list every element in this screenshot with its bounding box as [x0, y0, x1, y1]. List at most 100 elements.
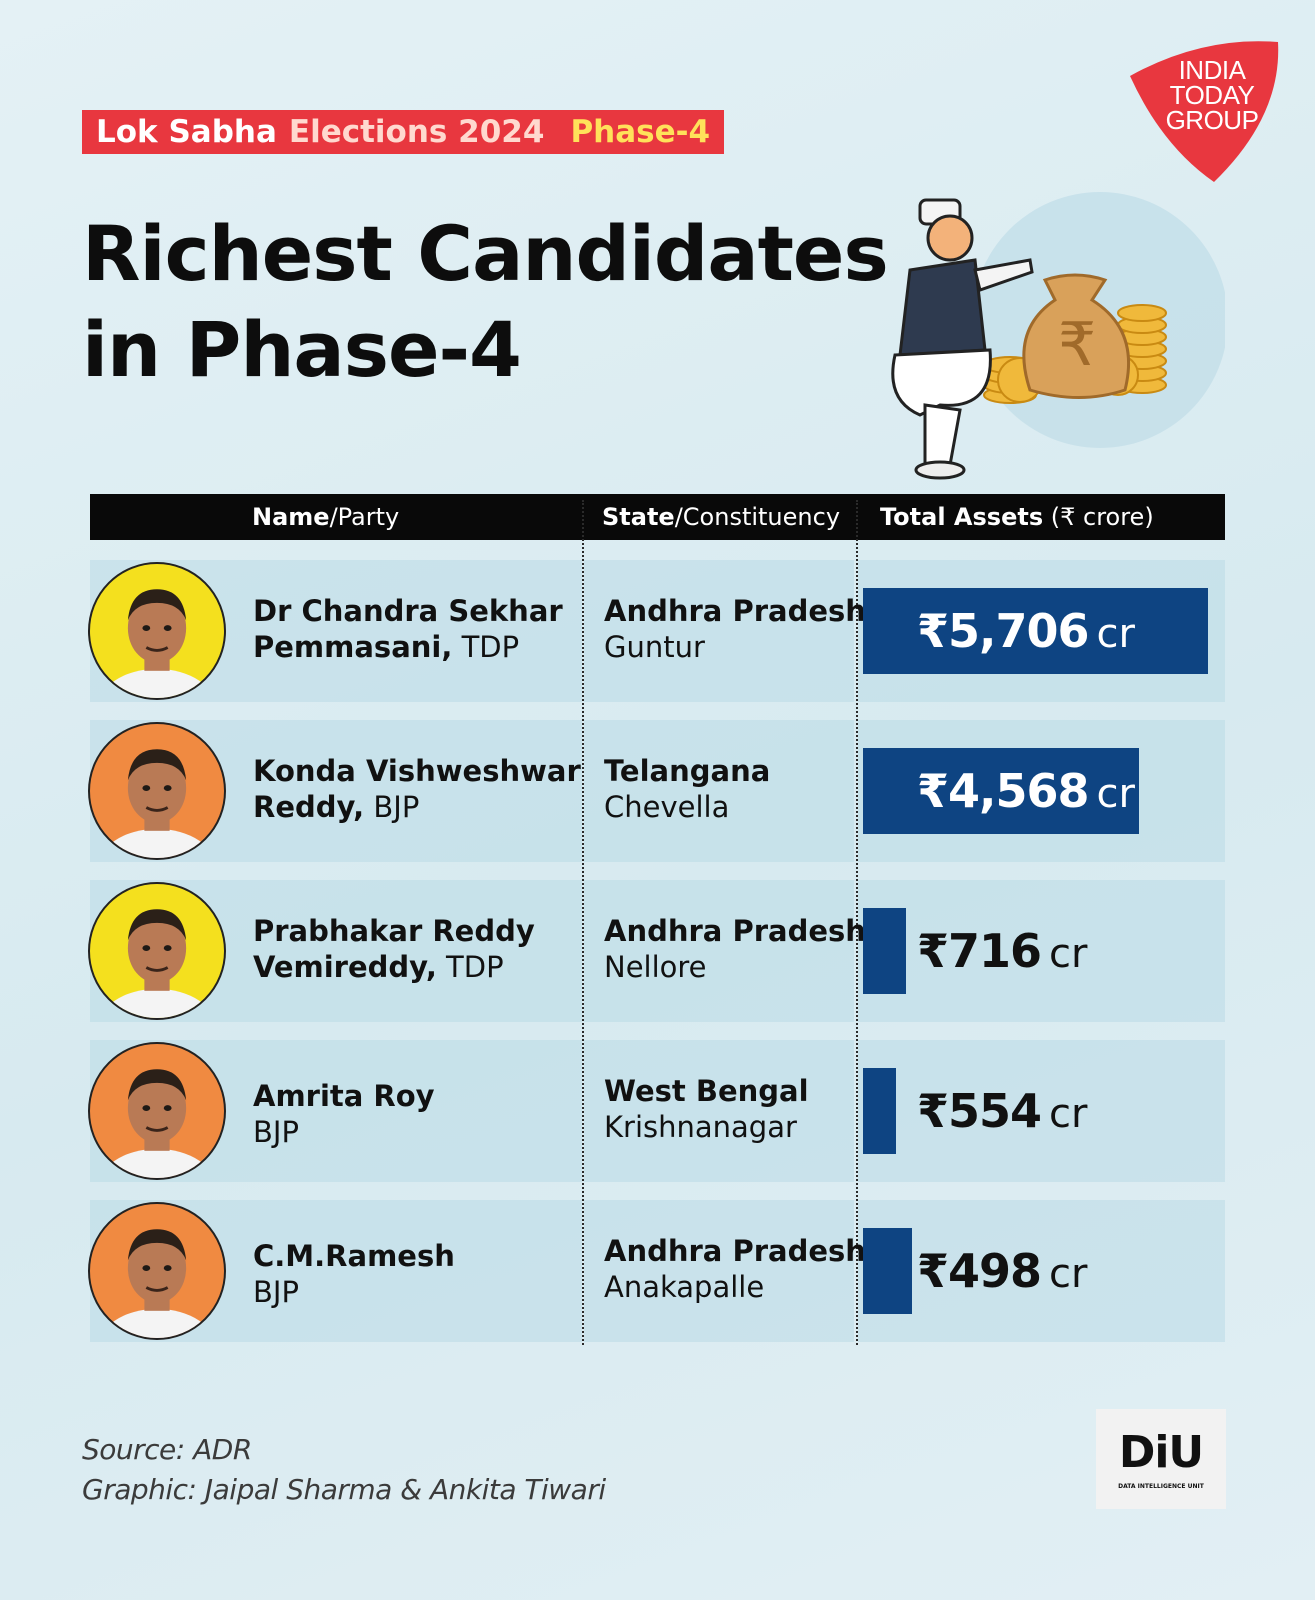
asset-amount: ₹716 — [917, 924, 1042, 978]
graphic-credit-text: Graphic: Jaipal Sharma & Ankita Tiwari — [82, 1473, 606, 1506]
candidate-name: Konda Vishweshwar — [253, 754, 581, 788]
candidate-name-party: Dr Chandra Sekhar Pemmasani, TDP — [253, 593, 563, 665]
asset-value-label: ₹5,706 cr — [917, 588, 1135, 674]
state-constituency: Telangana Chevella — [604, 753, 770, 825]
candidate-name-line-2: Reddy, BJP — [253, 789, 581, 825]
kicker-elections: Elections 2024 — [288, 114, 545, 150]
constituency-name: Nellore — [604, 950, 707, 984]
column-divider-1 — [582, 500, 584, 1345]
constituency-name: Chevella — [604, 790, 730, 824]
candidate-photo — [88, 1042, 226, 1180]
state-constituency: Andhra Pradesh Guntur — [604, 593, 866, 665]
source-text: Source: ADR — [82, 1433, 252, 1466]
candidate-name: C.M.Ramesh — [253, 1239, 455, 1273]
asset-unit: cr — [1049, 1251, 1088, 1297]
asset-unit: cr — [1049, 931, 1088, 977]
election-kicker-banner: Lok Sabha Elections 2024 Phase-4 — [82, 110, 725, 154]
table-row: Dr Chandra Sekhar Pemmasani, TDP Andhra Pr… — [88, 560, 1225, 702]
row-background — [584, 560, 854, 702]
person-photo-icon — [99, 1229, 215, 1338]
candidate-name-party: Konda Vishweshwar Reddy, BJP — [253, 753, 581, 825]
state-name: West Bengal — [604, 1074, 809, 1108]
table-header: Name/Party State/Constituency Total Asse… — [90, 494, 1225, 540]
asset-unit: cr — [1049, 1091, 1088, 1137]
row-background — [858, 880, 1225, 1022]
candidate-surname: Vemireddy, — [253, 950, 437, 984]
row-background — [584, 1200, 854, 1342]
table-row: Prabhakar Reddy Vemireddy, TDP Andhra Prad… — [88, 880, 1225, 1022]
asset-unit: cr — [1096, 771, 1135, 817]
asset-value-label: ₹498 cr — [917, 1228, 1087, 1314]
row-background — [858, 1200, 1225, 1342]
column-divider-2 — [856, 500, 858, 1345]
candidate-party: BJP — [253, 1275, 299, 1309]
india-today-logo-text: INDIA TODAY GROUP — [1165, 55, 1259, 135]
candidate-name: Prabhakar Reddy — [253, 914, 535, 948]
state-constituency: West Bengal Krishnanagar — [604, 1073, 809, 1145]
state-name: Andhra Pradesh — [604, 1234, 866, 1268]
person-photo-icon — [99, 749, 215, 858]
footer-credits: Source: ADR Graphic: Jaipal Sharma & Ank… — [82, 1430, 606, 1510]
candidate-party: BJP — [253, 1115, 299, 1149]
candidate-name-line-2: BJP — [253, 1274, 455, 1310]
constituency-name: Anakapalle — [604, 1270, 765, 1304]
diu-logo-text: DiU — [1118, 1427, 1204, 1478]
svg-text:₹: ₹ — [1058, 310, 1096, 380]
asset-value-label: ₹716 cr — [917, 908, 1087, 994]
asset-bar — [863, 1068, 896, 1154]
candidate-name-party: Amrita Roy BJP — [253, 1078, 435, 1150]
candidate-name-line-2: Vemireddy, TDP — [253, 949, 535, 985]
candidate-name: Dr Chandra Sekhar — [253, 594, 563, 628]
candidate-name-line-2: BJP — [253, 1114, 435, 1150]
row-background — [858, 1040, 1225, 1182]
candidate-party: TDP — [452, 630, 520, 664]
page-title: Richest Candidates in Phase-4 — [82, 206, 889, 398]
table-row: C.M.Ramesh BJP Andhra Pradesh Anakapalle ₹49… — [88, 1200, 1225, 1342]
kicker-phase: Phase-4 — [570, 114, 711, 150]
row-background — [584, 880, 854, 1022]
candidate-name-line-2: Pemmasani, TDP — [253, 629, 563, 665]
diu-logo: DiU DATA INTELLIGENCE UNIT — [1096, 1409, 1226, 1509]
asset-amount: ₹554 — [917, 1084, 1042, 1138]
table-row: Amrita Roy BJP West Bengal Krishnanagar ₹554… — [88, 1040, 1225, 1182]
asset-bar — [863, 908, 906, 994]
asset-bar — [863, 588, 1208, 674]
candidate-party: BJP — [364, 790, 420, 824]
candidate-surname: Pemmasani, — [253, 630, 453, 664]
asset-amount: ₹4,568 — [917, 764, 1090, 818]
candidate-surname: Reddy, — [253, 790, 365, 824]
header-name-party: Name/Party — [252, 503, 400, 531]
header-state-constituency: State/Constituency — [602, 503, 841, 531]
asset-amount: ₹5,706 — [917, 604, 1090, 658]
asset-amount: ₹498 — [917, 1244, 1042, 1298]
state-name: Andhra Pradesh — [604, 914, 866, 948]
person-photo-icon — [99, 1069, 215, 1178]
politician-money-bag-illustration: ₹ — [891, 192, 1225, 480]
asset-bar — [863, 748, 1139, 834]
state-name: Telangana — [604, 754, 771, 788]
india-today-logo-icon — [1130, 41, 1279, 182]
diu-logo-subtext: DATA INTELLIGENCE UNIT — [1118, 1483, 1204, 1490]
person-photo-icon — [99, 589, 215, 698]
header-total-assets: Total Assets (₹ crore) — [880, 503, 1154, 531]
candidate-name: Amrita Roy — [253, 1079, 435, 1113]
person-photo-icon — [99, 909, 215, 1018]
title-line-2: in Phase-4 — [82, 305, 522, 394]
state-constituency: Andhra Pradesh Anakapalle — [604, 1233, 866, 1305]
asset-unit: cr — [1096, 611, 1135, 657]
candidate-party: TDP — [436, 950, 504, 984]
row-background — [584, 1040, 854, 1182]
asset-value-label: ₹554 cr — [917, 1068, 1087, 1154]
kicker-lok-sabha: Lok Sabha — [96, 114, 277, 150]
asset-value-label: ₹4,568 cr — [917, 748, 1135, 834]
candidate-name-party: Prabhakar Reddy Vemireddy, TDP — [253, 913, 535, 985]
row-background — [584, 720, 854, 862]
candidate-photo — [88, 882, 226, 1020]
state-name: Andhra Pradesh — [604, 594, 866, 628]
state-constituency: Andhra Pradesh Nellore — [604, 913, 866, 985]
candidate-photo — [88, 562, 226, 700]
table-row: Konda Vishweshwar Reddy, BJP Telangana Chev… — [88, 720, 1225, 862]
candidate-photo — [88, 722, 226, 860]
constituency-name: Guntur — [604, 630, 705, 664]
asset-bar — [863, 1228, 913, 1314]
